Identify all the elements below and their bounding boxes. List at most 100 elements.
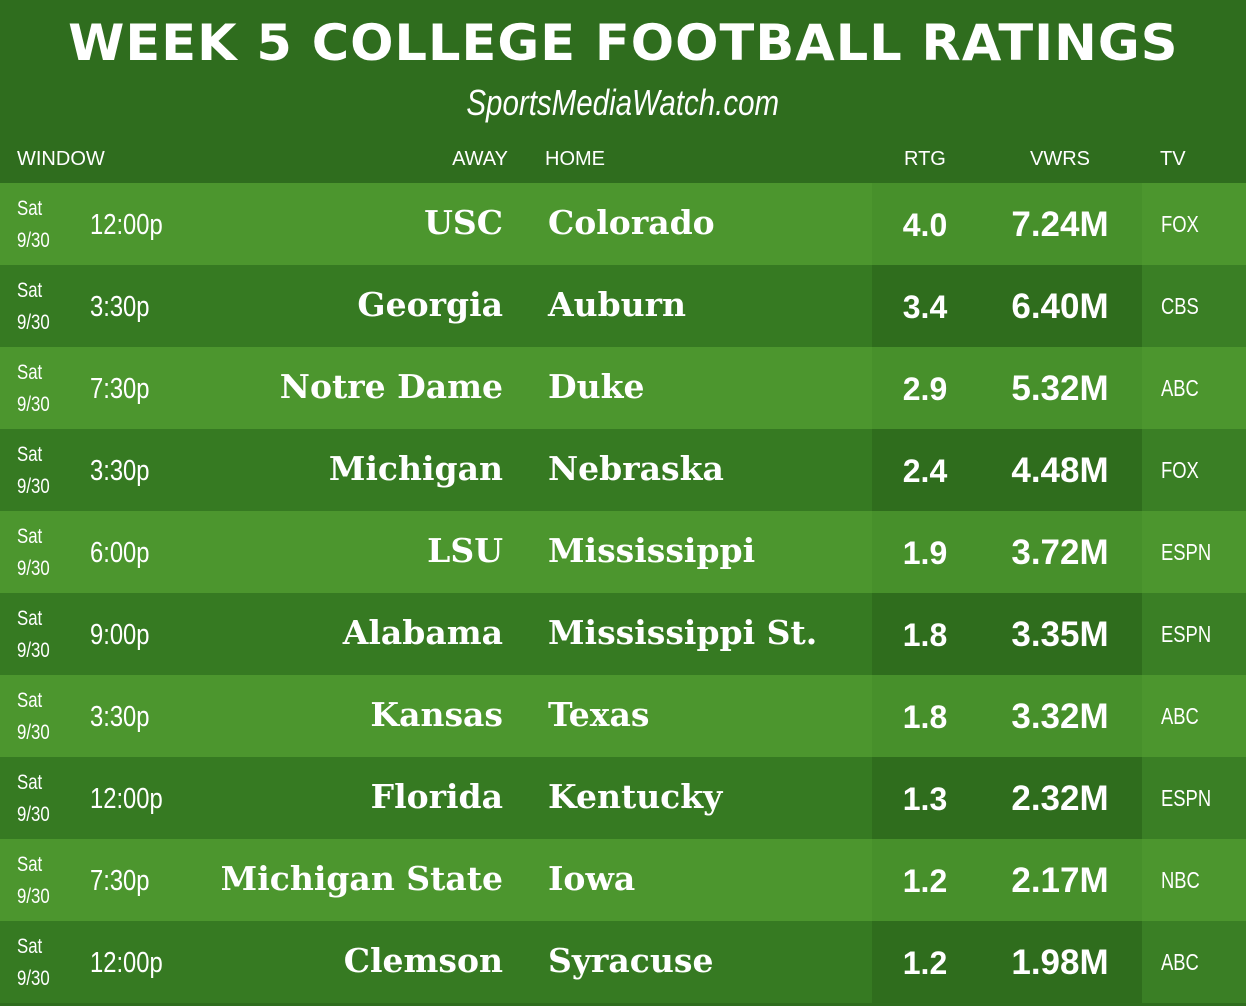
rating: 4.0	[902, 207, 948, 243]
table-row: Sat 9/30 12:00p Florida Kentucky 1.3 2.32M ESPN	[0, 757, 1246, 839]
table-row: Sat 9/30 7:30p Notre Dame Duke 2.9 5.32M ABC	[0, 347, 1246, 429]
header-tv: TV	[1160, 148, 1186, 170]
away-team: Georgia	[357, 285, 503, 324]
home-team: Nebraska	[548, 449, 724, 488]
viewers: 3.72M	[1011, 533, 1109, 572]
away-team: LSU	[427, 531, 503, 570]
tv-cell-bg	[1142, 429, 1246, 511]
rating: 1.8	[902, 699, 948, 735]
date: 9/30	[17, 393, 50, 416]
tv-network: ABC	[1161, 703, 1199, 729]
kickoff-time: 3:30p	[90, 701, 150, 733]
header-rtg: RTG	[904, 148, 946, 170]
header-away: AWAY	[452, 148, 508, 170]
header-vwrs: VWRS	[1030, 148, 1090, 170]
viewers: 2.32M	[1011, 779, 1109, 818]
ratings-cell-bg	[872, 675, 1142, 757]
table-row: Sat 9/30 3:30p Georgia Auburn 3.4 6.40M CBS	[0, 265, 1246, 347]
table-header: WINDOW AWAY HOME RTG VWRS TV	[0, 135, 1246, 183]
tv-network: ABC	[1161, 949, 1199, 975]
tv-network: ABC	[1161, 375, 1199, 401]
rating: 1.9	[902, 535, 948, 571]
table-row: Sat 9/30 9:00p Alabama Mississippi St. 1.8 3.3…	[0, 593, 1246, 675]
home-team: Syracuse	[548, 941, 714, 980]
ratings-cell-bg	[872, 757, 1142, 839]
tv-network: FOX	[1161, 211, 1199, 237]
kickoff-time: 12:00p	[90, 209, 163, 241]
day: Sat	[17, 279, 43, 302]
viewers: 7.24M	[1011, 205, 1109, 244]
day: Sat	[17, 689, 43, 712]
tv-cell-bg	[1142, 757, 1246, 839]
day: Sat	[17, 771, 43, 794]
header-window: WINDOW	[17, 148, 105, 170]
day: Sat	[17, 935, 43, 958]
away-team: Kansas	[370, 695, 503, 734]
away-team: Michigan State	[220, 859, 503, 898]
tv-cell-bg	[1142, 183, 1246, 265]
table-row: Sat 9/30 3:30p Michigan Nebraska 2.4 4.48M FOX	[0, 429, 1246, 511]
ratings-cell-bg	[872, 183, 1142, 265]
kickoff-time: 12:00p	[90, 783, 163, 815]
tv-cell-bg	[1142, 265, 1246, 347]
home-team: Kentucky	[548, 777, 723, 816]
date: 9/30	[17, 557, 50, 580]
date: 9/30	[17, 885, 50, 908]
away-team: Notre Dame	[279, 367, 503, 406]
kickoff-time: 12:00p	[90, 947, 163, 979]
header-home: HOME	[545, 148, 605, 170]
away-team: Alabama	[342, 613, 503, 652]
away-team: Florida	[370, 777, 503, 816]
kickoff-time: 7:30p	[90, 373, 150, 405]
date: 9/30	[17, 229, 50, 252]
date: 9/30	[17, 311, 50, 334]
day: Sat	[17, 525, 43, 548]
tv-cell-bg	[1142, 593, 1246, 675]
viewers: 5.32M	[1011, 369, 1109, 408]
day: Sat	[17, 197, 43, 220]
kickoff-time: 7:30p	[90, 865, 150, 897]
day: Sat	[17, 607, 43, 630]
away-team: Michigan	[328, 449, 503, 488]
tv-network: ESPN	[1161, 539, 1212, 565]
kickoff-time: 3:30p	[90, 291, 150, 323]
table-row: Sat 9/30 6:00p LSU Mississippi 1.9 3.72M ESPN	[0, 511, 1246, 593]
rating: 3.4	[902, 289, 948, 325]
tv-cell-bg	[1142, 511, 1246, 593]
kickoff-time: 3:30p	[90, 455, 150, 487]
rating: 1.2	[902, 863, 948, 899]
home-team: Mississippi St.	[548, 613, 818, 652]
tv-network: ESPN	[1161, 785, 1212, 811]
date: 9/30	[17, 721, 50, 744]
viewers: 3.35M	[1011, 615, 1109, 654]
viewers: 4.48M	[1011, 451, 1109, 490]
ratings-cell-bg	[872, 429, 1142, 511]
rating: 1.3	[902, 781, 948, 817]
tv-network: CBS	[1161, 293, 1199, 319]
home-team: Duke	[548, 367, 645, 406]
day: Sat	[17, 443, 43, 466]
day: Sat	[17, 853, 43, 876]
ratings-cell-bg	[872, 347, 1142, 429]
table-row: Sat 9/30 7:30p Michigan State Iowa 1.2 2.17M NB…	[0, 839, 1246, 921]
ratings-cell-bg	[872, 593, 1142, 675]
tv-cell-bg	[1142, 347, 1246, 429]
rating: 2.9	[902, 371, 948, 407]
date: 9/30	[17, 967, 50, 990]
table-row: Sat 9/30 3:30p Kansas Texas 1.8 3.32M ABC	[0, 675, 1246, 757]
ratings-cell-bg	[872, 839, 1142, 921]
date: 9/30	[17, 803, 50, 826]
ratings-cell-bg	[872, 921, 1142, 1003]
home-team: Mississippi	[548, 531, 756, 570]
table-row: Sat 9/30 12:00p USC Colorado 4.0 7.24M FOX	[0, 183, 1246, 265]
tv-cell-bg	[1142, 921, 1246, 1003]
away-team: Clemson	[343, 941, 503, 980]
kickoff-time: 9:00p	[90, 619, 150, 651]
home-team: Auburn	[548, 285, 687, 324]
viewers: 1.98M	[1011, 943, 1109, 982]
tv-network: ESPN	[1161, 621, 1212, 647]
viewers: 2.17M	[1011, 861, 1109, 900]
tv-cell-bg	[1142, 839, 1246, 921]
home-team: Colorado	[548, 203, 715, 242]
rating: 1.2	[902, 945, 948, 981]
